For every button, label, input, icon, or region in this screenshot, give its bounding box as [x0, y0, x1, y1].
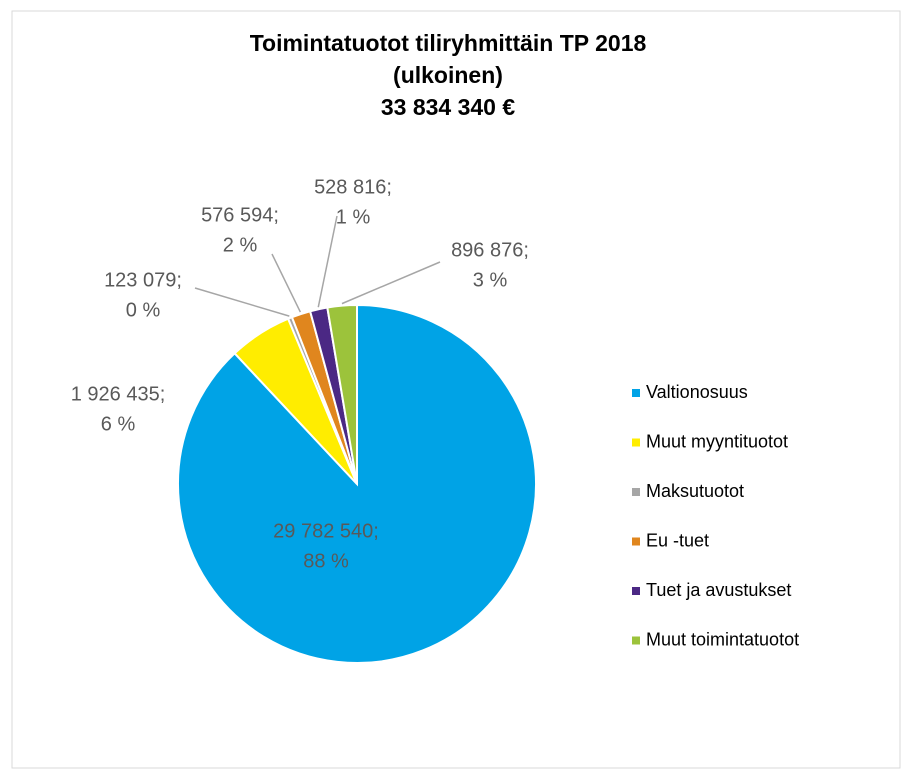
data-label-percent: 88 % — [303, 550, 349, 572]
chart-title: (ulkoinen) — [393, 62, 503, 88]
leader-line — [341, 261, 441, 305]
data-label: 528 816; — [314, 176, 392, 198]
leader-line — [271, 253, 302, 313]
legend-swatch — [632, 636, 640, 645]
data-label: 896 876; — [451, 239, 529, 261]
data-label: 1 926 435; — [71, 383, 166, 405]
legend-label: Valtionosuus — [646, 382, 748, 402]
legend-swatch — [632, 389, 640, 397]
pie-slice — [177, 303, 537, 664]
legend-label: Eu -tuet — [646, 530, 709, 550]
legend-swatch — [632, 488, 640, 496]
legend-swatch — [632, 537, 640, 546]
chart-title: Toimintatuotot tiliryhmittäin TP 2018 — [250, 30, 647, 56]
pie-slice — [326, 303, 358, 485]
data-label-percent: 1 % — [336, 206, 371, 228]
chart-title: 33 834 340 € — [381, 94, 516, 120]
data-label-percent: 3 % — [473, 269, 508, 291]
legend-label: Maksutuotot — [646, 481, 744, 501]
legend-label: Tuet ja avustukset — [646, 580, 791, 600]
data-label-percent: 2 % — [223, 234, 258, 256]
legend-label: Muut toimintatuotot — [646, 629, 799, 649]
data-label: 29 782 540; — [273, 520, 379, 542]
leader-line — [194, 287, 290, 317]
legend-label: Muut myyntituotot — [646, 431, 788, 451]
leader-line — [317, 215, 338, 308]
data-label-percent: 0 % — [126, 299, 161, 321]
data-label: 123 079; — [104, 269, 182, 291]
legend-swatch — [632, 587, 640, 595]
data-label: 576 594; — [201, 204, 279, 226]
legend-swatch — [632, 438, 640, 447]
data-label-percent: 6 % — [101, 413, 136, 435]
